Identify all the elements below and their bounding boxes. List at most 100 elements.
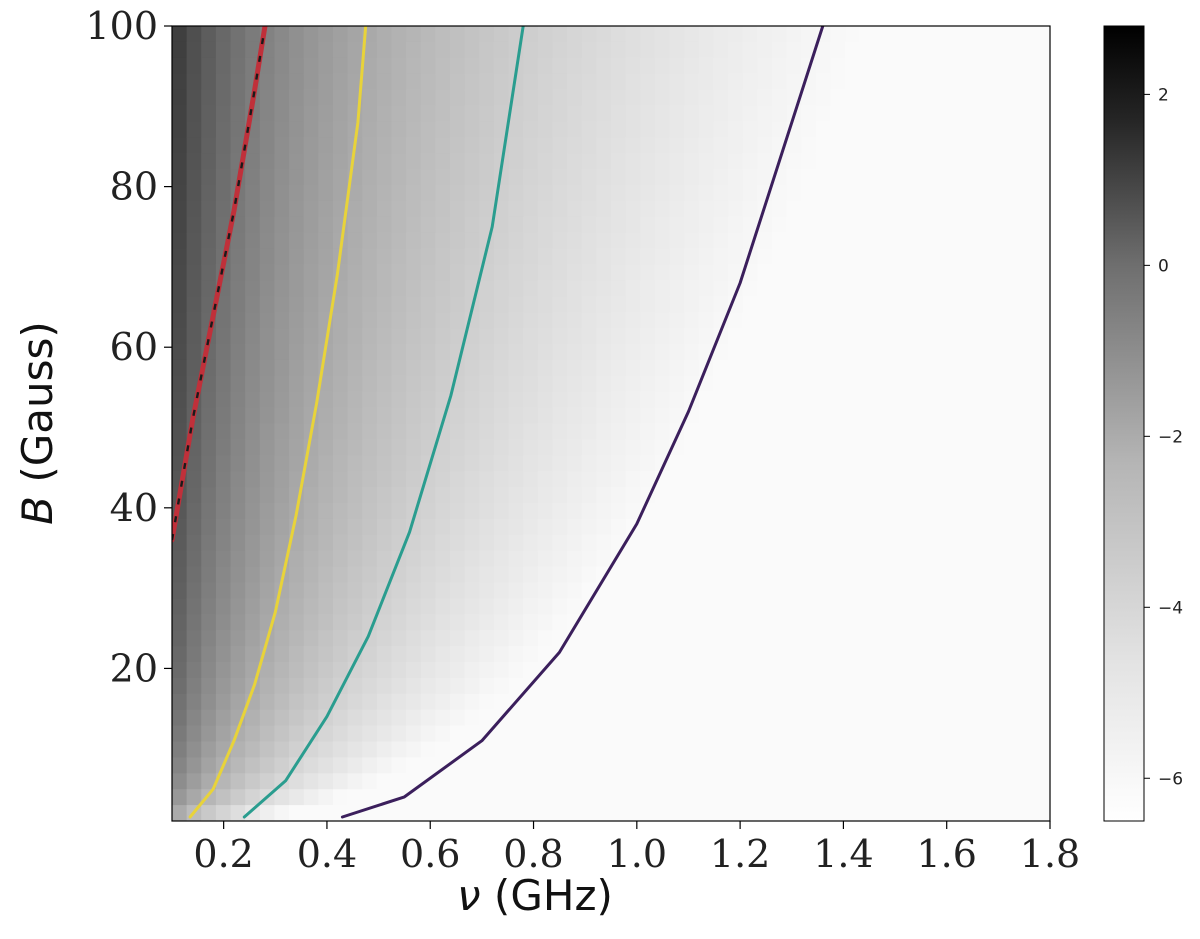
heatmap-cell bbox=[1006, 757, 1022, 774]
heatmap-cell bbox=[303, 296, 319, 313]
heatmap-cell bbox=[713, 789, 729, 806]
heatmap-cell bbox=[332, 630, 349, 647]
heatmap-cell bbox=[332, 57, 349, 75]
heatmap-cell bbox=[567, 105, 583, 122]
heatmap-cell bbox=[918, 200, 934, 218]
heatmap-cell bbox=[611, 185, 627, 202]
heatmap-cell bbox=[420, 534, 436, 552]
heatmap-cell bbox=[786, 455, 802, 472]
heatmap-cell bbox=[845, 121, 861, 138]
heatmap-cell bbox=[552, 741, 568, 758]
heatmap-cell bbox=[406, 344, 422, 361]
heatmap-cell bbox=[611, 280, 627, 297]
heatmap-cell bbox=[728, 169, 744, 186]
heatmap-cell bbox=[391, 200, 407, 218]
heatmap-cell bbox=[435, 693, 451, 711]
heatmap-cell bbox=[303, 662, 319, 679]
heatmap-cell bbox=[596, 248, 612, 266]
heatmap-cell bbox=[932, 646, 949, 663]
heatmap-cell bbox=[537, 407, 554, 425]
heatmap-cell bbox=[450, 121, 466, 138]
heatmap-cell bbox=[874, 503, 890, 520]
heatmap-cell bbox=[611, 57, 627, 75]
heatmap-cell bbox=[728, 550, 744, 568]
heatmap-cell bbox=[625, 566, 641, 584]
heatmap-cell bbox=[567, 693, 583, 711]
heatmap-cell bbox=[874, 662, 890, 679]
heatmap-cell bbox=[172, 630, 188, 647]
heatmap-cell bbox=[684, 423, 700, 440]
heatmap-cell bbox=[259, 73, 276, 91]
heatmap-cell bbox=[874, 248, 890, 266]
heatmap-cell bbox=[932, 677, 949, 695]
heatmap-cell bbox=[918, 471, 934, 488]
heatmap-cell bbox=[347, 344, 363, 361]
heatmap-cell bbox=[406, 725, 422, 743]
heatmap-cell bbox=[654, 487, 671, 504]
heatmap-cell bbox=[523, 200, 539, 218]
heatmap-cell bbox=[318, 73, 334, 91]
heatmap-cell bbox=[889, 280, 905, 297]
heatmap-cell bbox=[435, 26, 451, 43]
heatmap-cell bbox=[903, 312, 919, 329]
heatmap-cell bbox=[581, 423, 597, 440]
heatmap-cell bbox=[976, 677, 993, 695]
heatmap-cell bbox=[976, 41, 993, 59]
heatmap-cell bbox=[962, 741, 978, 758]
heatmap-cell bbox=[654, 773, 671, 790]
heatmap-cell bbox=[567, 89, 583, 107]
heatmap-cell bbox=[991, 391, 1007, 409]
heatmap-cell bbox=[845, 455, 861, 472]
heatmap-cell bbox=[420, 200, 436, 218]
heatmap-cell bbox=[684, 264, 700, 281]
heatmap-cell bbox=[976, 487, 993, 504]
heatmap-cell bbox=[654, 89, 671, 107]
heatmap-cell bbox=[962, 709, 978, 727]
heatmap-cell bbox=[932, 248, 949, 266]
heatmap-cell bbox=[406, 121, 422, 138]
heatmap-cell bbox=[289, 344, 305, 361]
heatmap-cell bbox=[815, 566, 832, 584]
heatmap-cell bbox=[318, 630, 334, 647]
heatmap-cell bbox=[420, 375, 436, 393]
heatmap-cell bbox=[713, 805, 729, 821]
heatmap-cell bbox=[771, 693, 788, 711]
heatmap-cell bbox=[728, 423, 744, 440]
heatmap-cell bbox=[215, 344, 232, 361]
heatmap-cell bbox=[376, 121, 393, 138]
heatmap-cell bbox=[684, 200, 700, 218]
heatmap-cell bbox=[376, 216, 393, 234]
heatmap-cell bbox=[698, 216, 715, 234]
heatmap-cell bbox=[186, 646, 202, 663]
heatmap-cell bbox=[932, 216, 949, 234]
heatmap-cell bbox=[186, 264, 202, 281]
heatmap-cell bbox=[728, 773, 744, 790]
heatmap-cell bbox=[347, 646, 363, 663]
heatmap-cell bbox=[552, 137, 568, 154]
heatmap-cell bbox=[347, 375, 363, 393]
heatmap-cell bbox=[406, 614, 422, 631]
heatmap-cell bbox=[347, 693, 363, 711]
heatmap-cell bbox=[172, 375, 188, 393]
heatmap-cell bbox=[654, 73, 671, 91]
heatmap-cell bbox=[215, 487, 232, 504]
heatmap-cell bbox=[991, 757, 1007, 774]
heatmap-cell bbox=[962, 232, 978, 250]
heatmap-cell bbox=[815, 534, 832, 552]
heatmap-cell bbox=[801, 26, 817, 43]
heatmap-cell bbox=[991, 677, 1007, 695]
heatmap-cell bbox=[625, 582, 641, 599]
heatmap-cell bbox=[874, 773, 890, 790]
heatmap-cell bbox=[362, 375, 378, 393]
heatmap-cell bbox=[245, 757, 261, 774]
heatmap-cell bbox=[376, 725, 393, 743]
heatmap-cell bbox=[640, 471, 656, 488]
heatmap-cell bbox=[201, 216, 217, 234]
heatmap-cell bbox=[713, 550, 729, 568]
heatmap-cell bbox=[318, 725, 334, 743]
heatmap-cell bbox=[581, 280, 597, 297]
heatmap-cell bbox=[289, 121, 305, 138]
heatmap-cell bbox=[479, 805, 495, 821]
heatmap-cell bbox=[918, 693, 934, 711]
heatmap-cell bbox=[391, 773, 407, 790]
